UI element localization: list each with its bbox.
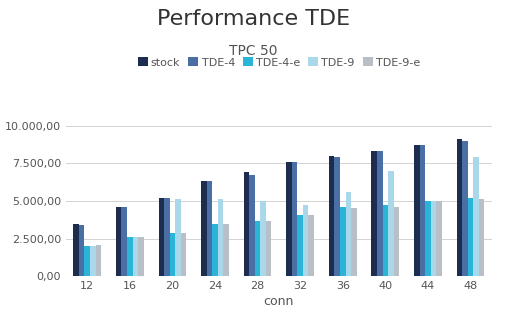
Bar (159, 198, 164, 276)
Bar (383, 205, 388, 276)
Bar (180, 233, 186, 276)
Bar (249, 175, 255, 276)
Bar (207, 181, 212, 276)
Bar (436, 201, 442, 276)
Bar (351, 208, 356, 276)
Y-axis label: tps_with_conn: tps_with_conn (0, 157, 1, 245)
Bar (201, 181, 207, 276)
Bar (468, 198, 473, 276)
Bar (372, 151, 377, 276)
Bar (430, 201, 436, 276)
Bar (298, 214, 303, 276)
Bar (260, 201, 266, 276)
Bar (212, 224, 218, 276)
Bar (90, 246, 95, 276)
Text: TPC 50: TPC 50 (229, 44, 278, 58)
Bar (414, 145, 420, 276)
Bar (292, 162, 298, 276)
Bar (255, 220, 260, 276)
Bar (138, 237, 143, 276)
Bar (462, 141, 468, 276)
Bar (335, 157, 340, 276)
Bar (85, 246, 90, 276)
Bar (175, 199, 180, 276)
Bar (122, 207, 127, 276)
Bar (377, 151, 383, 276)
Bar (388, 171, 393, 276)
Bar (164, 198, 170, 276)
Bar (218, 199, 223, 276)
Bar (132, 237, 138, 276)
Bar (479, 199, 484, 276)
Bar (457, 139, 462, 276)
Bar (244, 172, 249, 276)
Bar (74, 224, 79, 276)
Bar (266, 220, 271, 276)
Bar (308, 214, 314, 276)
Bar (425, 201, 430, 276)
Bar (286, 162, 292, 276)
Bar (473, 157, 479, 276)
Bar (116, 207, 122, 276)
Bar (223, 224, 229, 276)
Bar (393, 207, 399, 276)
Bar (127, 237, 132, 276)
Bar (340, 207, 345, 276)
Legend: stock, TDE-4, TDE-4-e, TDE-9, TDE-9-e: stock, TDE-4, TDE-4-e, TDE-9, TDE-9-e (133, 53, 424, 72)
Text: Performance TDE: Performance TDE (157, 9, 350, 30)
Bar (345, 192, 351, 276)
Bar (420, 145, 425, 276)
Bar (303, 205, 308, 276)
X-axis label: conn: conn (264, 295, 294, 308)
Bar (329, 156, 335, 276)
Bar (95, 245, 101, 276)
Bar (170, 233, 175, 276)
Bar (79, 225, 85, 276)
